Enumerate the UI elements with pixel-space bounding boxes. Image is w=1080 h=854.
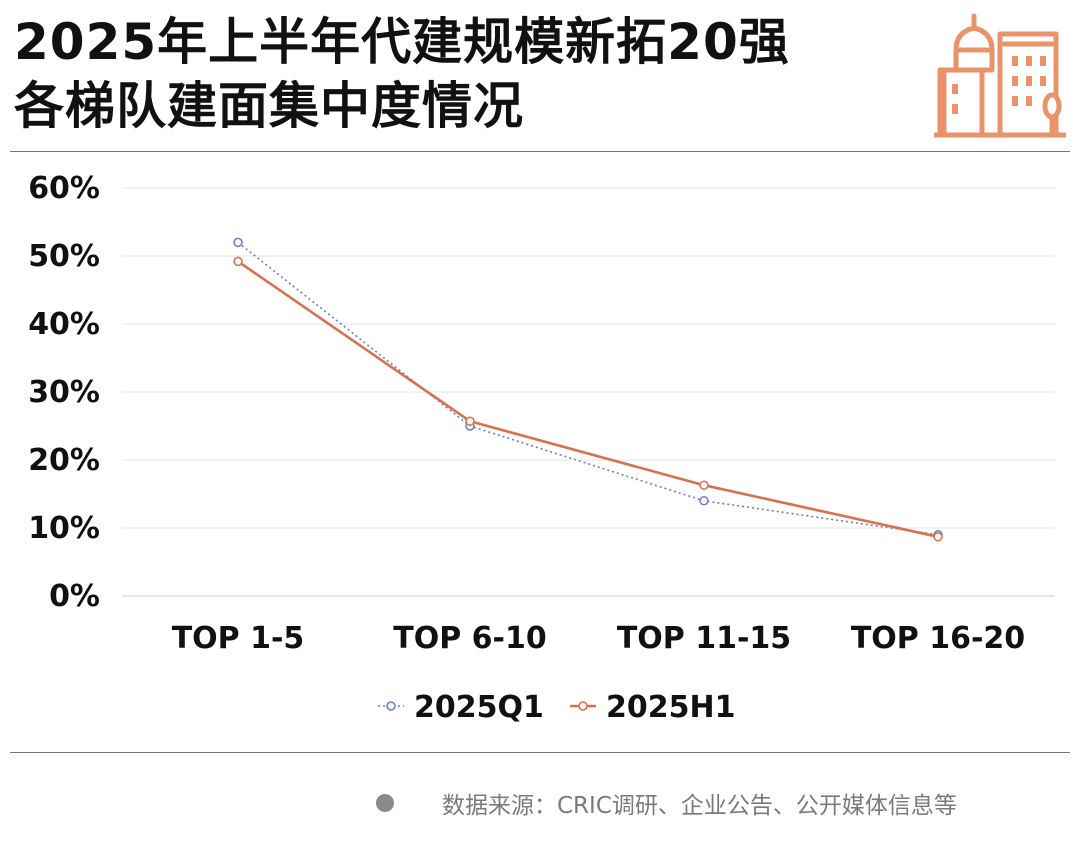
chart-title: 2025年上半年代建规模新拓20强 各梯队建面集中度情况: [14, 10, 790, 138]
title-line-1: 2025年上半年代建规模新拓20强: [14, 13, 790, 71]
series-line-2025H1: [237, 260, 939, 539]
legend-marker: [386, 701, 396, 711]
data-point: [699, 496, 709, 506]
data-point: [933, 532, 943, 542]
y-tick-label: 40%: [28, 307, 100, 342]
x-tick-label: TOP 16-20: [851, 621, 1025, 656]
data-point: [233, 237, 243, 248]
footer-divider: [10, 752, 1070, 753]
x-tick-label: TOP 11-15: [617, 621, 791, 656]
legend-label: 2025Q1: [414, 690, 544, 725]
footer: 数据来源：CRIC调研、企业公告、公开媒体信息等: [0, 772, 1080, 832]
y-tick-label: 60%: [28, 171, 100, 206]
x-axis-ticks: TOP 1-5 TOP 6-10 TOP 11-15 TOP 16-20: [172, 621, 1025, 656]
legend-label: 2025H1: [606, 690, 735, 725]
y-axis-ticks: 0% 10% 20% 30% 40% 50% 60%: [28, 171, 100, 614]
header-divider: [10, 151, 1070, 152]
y-tick-label: 10%: [28, 511, 100, 546]
series-line-2025Q1: [237, 241, 939, 536]
y-tick-label: 0%: [49, 579, 100, 614]
y-tick-label: 20%: [28, 443, 100, 478]
legend-marker: [578, 701, 588, 711]
bullet-icon: [376, 794, 394, 812]
legend: 2025Q1 2025H1: [378, 690, 735, 725]
grid-lines: [122, 187, 1055, 597]
title-line-2: 各梯队建面集中度情况: [14, 77, 524, 135]
series-lines: [233, 237, 943, 542]
line-chart: 0%10%20%30%40%50%60% TOP 1-5 TOP 6-10 TOP …: [28, 171, 1055, 725]
x-tick-label: TOP 1-5: [172, 621, 305, 656]
data-point: [699, 480, 709, 490]
x-tick-label: TOP 6-10: [393, 621, 546, 656]
data-point: [233, 256, 243, 267]
y-tick-label: 50%: [28, 239, 100, 274]
y-tick-label: 30%: [28, 375, 100, 410]
data-point: [465, 416, 475, 426]
city-buildings-icon: [934, 13, 1066, 138]
data-source: 数据来源：CRIC调研、企业公告、公开媒体信息等: [442, 793, 957, 819]
